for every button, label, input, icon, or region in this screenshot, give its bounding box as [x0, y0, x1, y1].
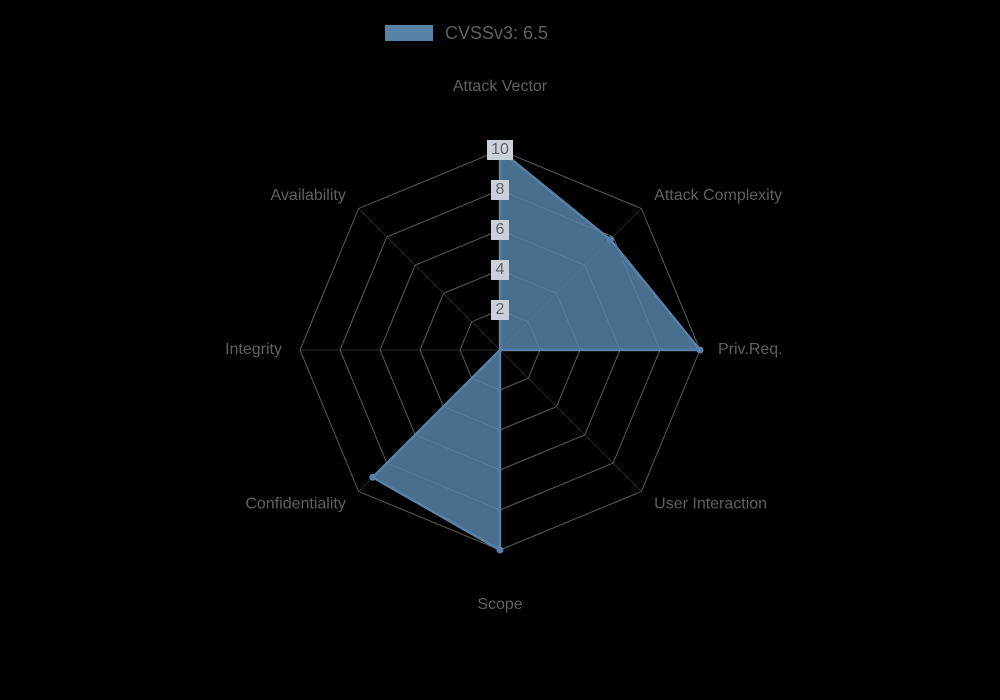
axis-label: Scope: [477, 596, 522, 613]
axis-label: User Interaction: [654, 495, 767, 512]
axis-label: Attack Complexity: [654, 187, 782, 204]
tick-label: 8: [496, 181, 505, 198]
tick-label: 10: [491, 141, 509, 158]
data-point: [697, 347, 703, 353]
data-point: [370, 474, 376, 480]
legend-label: CVSSv3: 6.5: [445, 23, 548, 43]
tick-label: 6: [496, 221, 505, 238]
tick-label: 4: [496, 261, 505, 278]
axis-label: Priv.Req.: [718, 341, 783, 358]
axis-label: Integrity: [225, 341, 282, 358]
axis-label: Availability: [271, 187, 346, 204]
data-point: [607, 237, 613, 243]
legend-swatch: [385, 25, 433, 41]
data-point: [497, 547, 503, 553]
axis-label: Attack Vector: [453, 78, 548, 95]
radar-chart-container: 2 4 6 8 10 Attack Vector Attack Complexity Priv…: [0, 0, 1000, 700]
axis-label: Confidentiality: [245, 495, 346, 512]
radar-chart: 2 4 6 8 10 Attack Vector Attack Complexity Priv…: [0, 0, 1000, 700]
tick-label: 2: [496, 301, 505, 318]
